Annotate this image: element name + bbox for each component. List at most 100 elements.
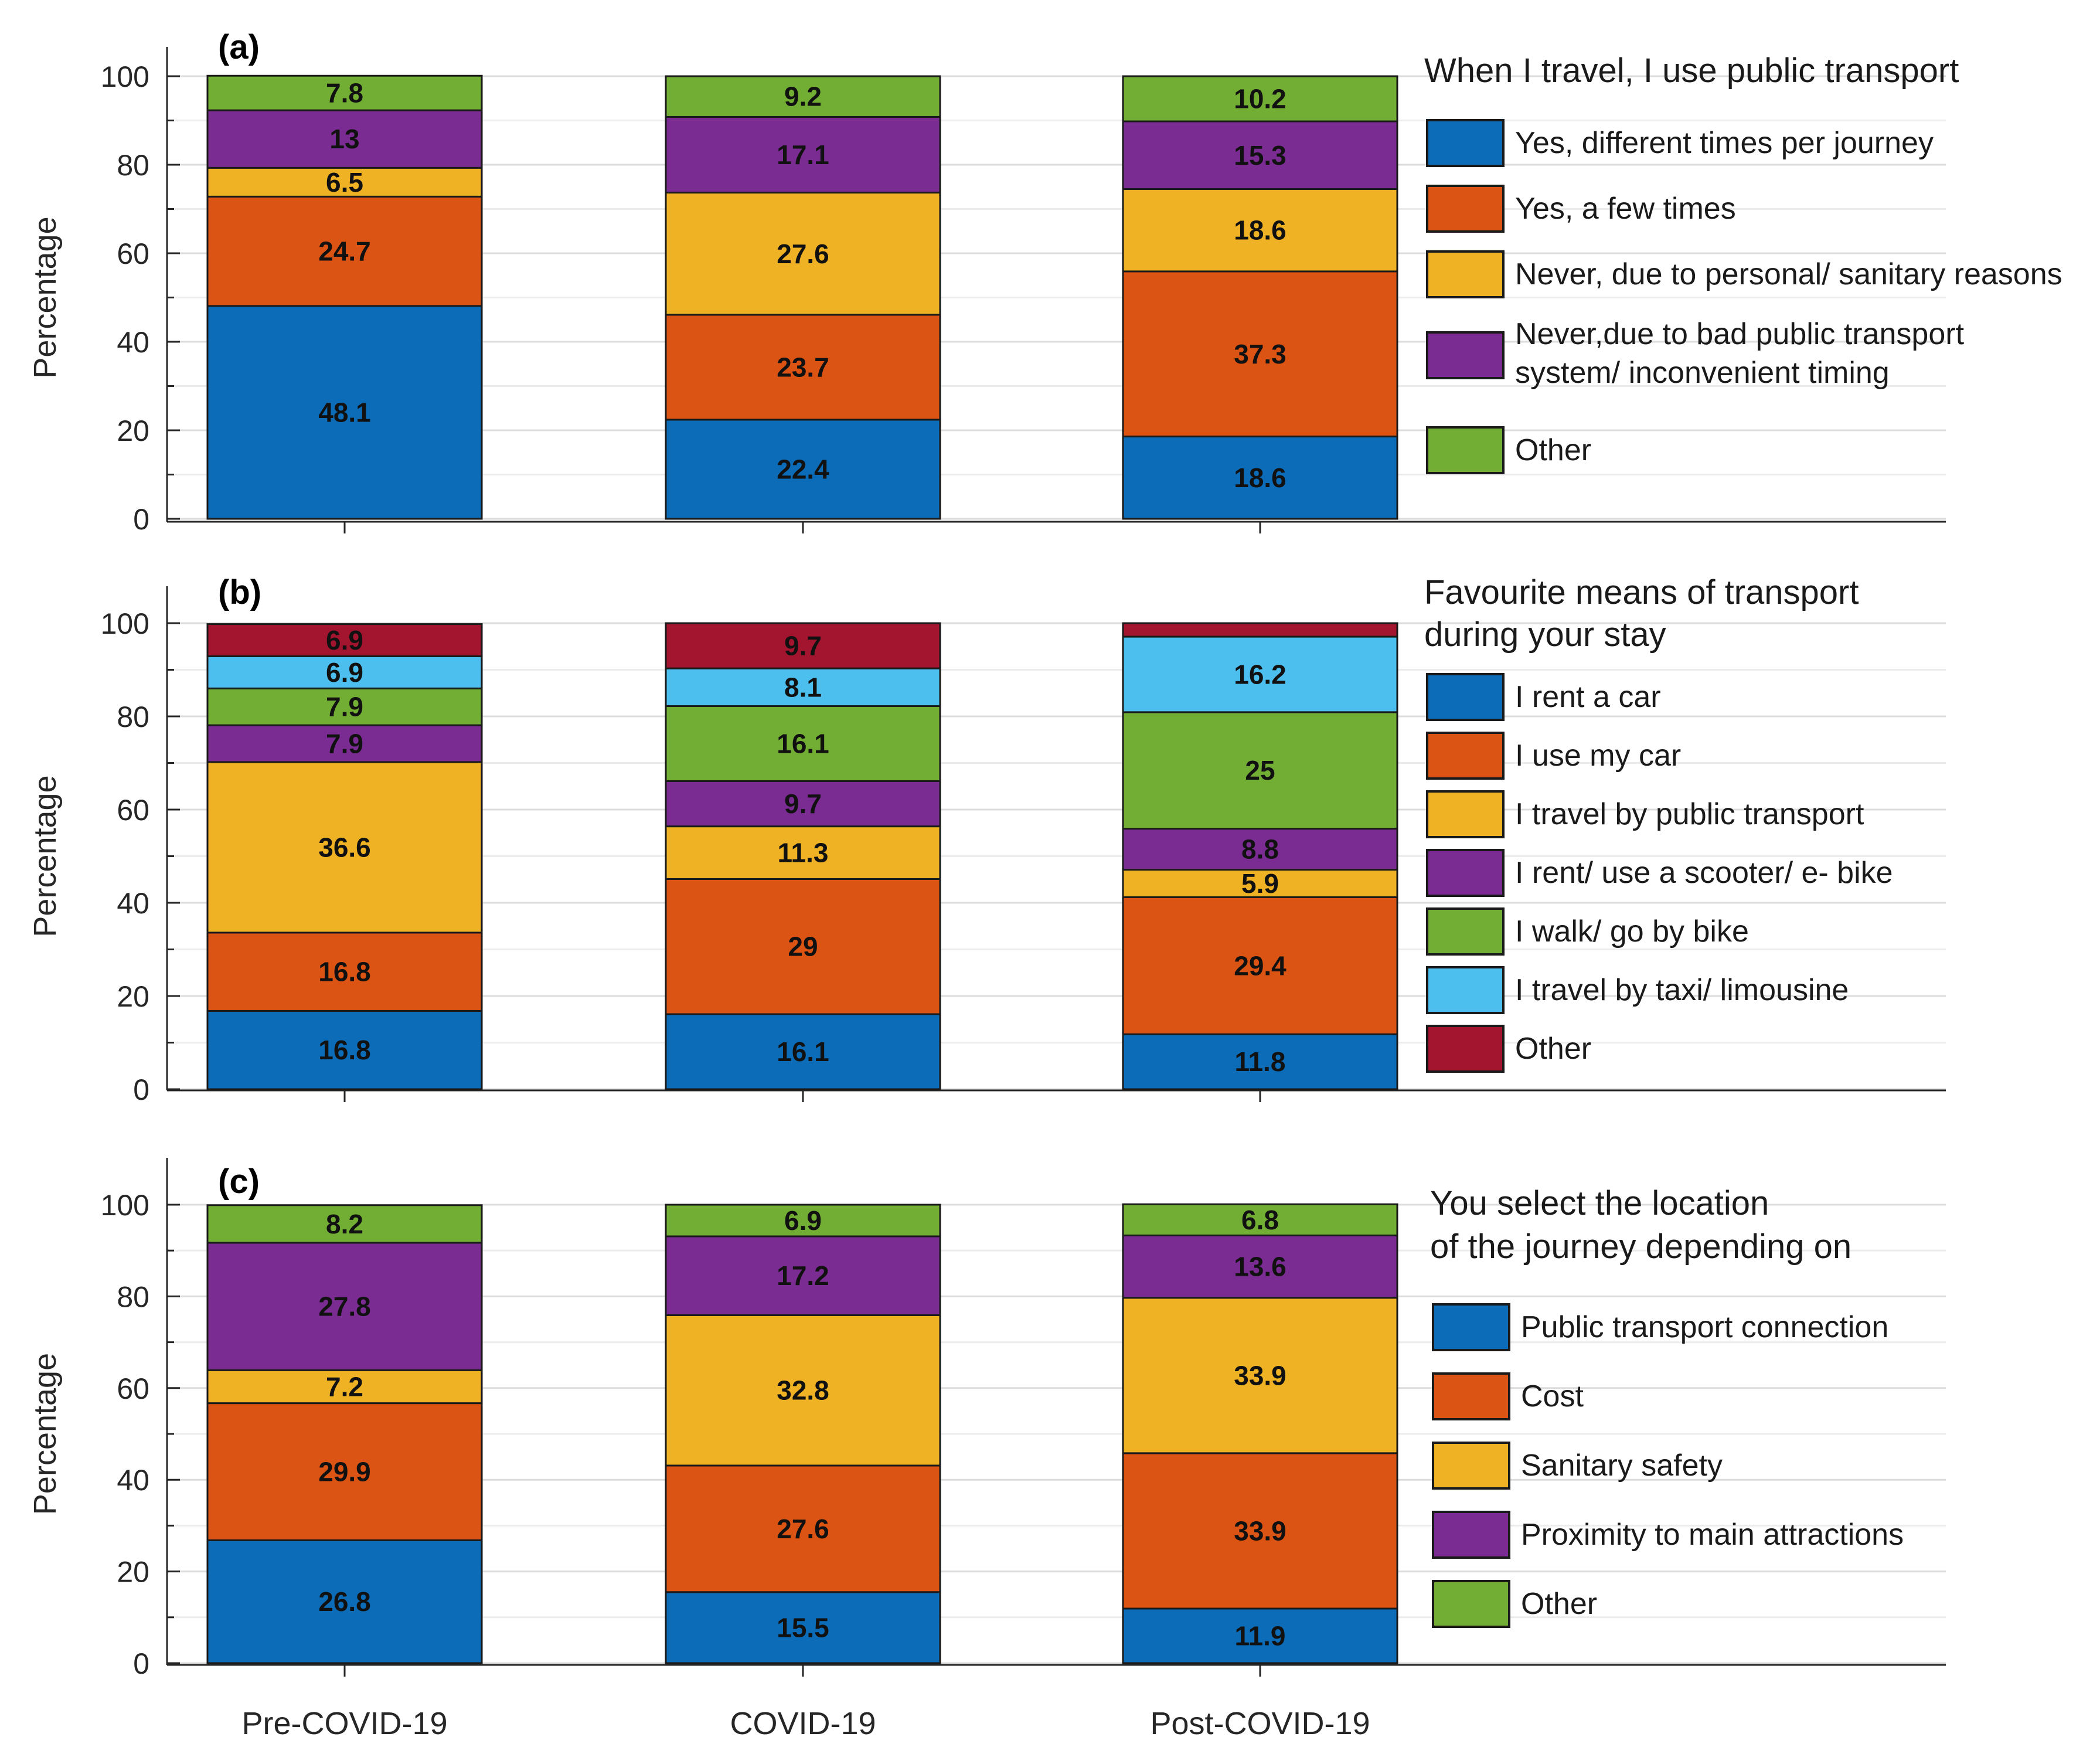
x-category-label: Post-COVID-19 — [1150, 1706, 1370, 1741]
legend-swatch — [1427, 850, 1503, 896]
bar-value-label: 18.6 — [1234, 463, 1286, 493]
legend-item: Never, due to personal/ sanitary reasons — [1427, 251, 2062, 297]
legend-label: I walk/ go by bike — [1515, 915, 1749, 949]
bar-value-label: 16.1 — [777, 729, 829, 759]
bar-value-label: 7.2 — [326, 1371, 363, 1402]
panel-label: (c) — [218, 1162, 260, 1201]
legend-label: I use my car — [1515, 739, 1681, 773]
legend-swatch — [1427, 674, 1503, 720]
bar-segment — [1123, 623, 1397, 637]
panel-label: (a) — [218, 28, 260, 66]
bar-value-label: 6.9 — [784, 1205, 822, 1236]
y-tick-label: 0 — [133, 1647, 149, 1680]
bar-value-label: 27.8 — [318, 1291, 371, 1322]
bar-value-label: 26.8 — [318, 1586, 371, 1617]
legend-title: Favourite means of transport — [1424, 573, 1859, 611]
bar-value-label: 15.3 — [1234, 140, 1286, 171]
x-category-label: COVID-19 — [730, 1706, 876, 1741]
bar-value-label: 17.2 — [777, 1260, 829, 1291]
legend-label: Other — [1521, 1587, 1597, 1621]
bar-value-label: 23.7 — [777, 352, 829, 382]
bar-value-label: 8.2 — [326, 1209, 363, 1239]
legend-swatch — [1427, 332, 1503, 378]
legend-title: When I travel, I use public transport — [1424, 52, 1959, 90]
legend-label: Proximity to main attractions — [1521, 1518, 1904, 1552]
y-tick-label: 80 — [117, 149, 149, 182]
bar-value-label: 9.7 — [784, 788, 822, 819]
bar-value-label: 25 — [1245, 755, 1275, 786]
bar-value-label: 11.9 — [1235, 1620, 1286, 1651]
bar-value-label: 16.1 — [777, 1036, 829, 1067]
y-tick-label: 0 — [133, 503, 149, 536]
bar-value-label: 16.2 — [1234, 659, 1286, 689]
bar-value-label: 7.9 — [326, 729, 363, 759]
bar-value-label: 37.3 — [1234, 339, 1286, 369]
bar-value-label: 32.8 — [777, 1375, 829, 1406]
bar-value-label: 29.4 — [1234, 950, 1286, 981]
legend-label: I travel by taxi/ limousine — [1515, 973, 1849, 1007]
bar-value-label: 13 — [329, 124, 359, 154]
y-tick-label: 20 — [117, 980, 149, 1013]
legend-label: system/ inconvenient timing — [1515, 356, 1890, 390]
legend-swatch — [1427, 120, 1503, 166]
x-category-label: Pre-COVID-19 — [241, 1706, 447, 1741]
legend-item: I travel by public transport — [1427, 791, 1864, 837]
legend-swatch — [1433, 1374, 1509, 1419]
y-tick-label: 60 — [117, 237, 149, 270]
legend-label: Yes, a few times — [1515, 192, 1736, 226]
bar-value-label: 27.6 — [777, 1514, 829, 1544]
legend-label: Never,due to bad public transport — [1515, 317, 1965, 351]
bar-value-label: 5.9 — [1241, 868, 1279, 899]
bar-value-label: 6.9 — [326, 657, 363, 688]
bar-value-label: 27.6 — [777, 239, 829, 269]
y-tick-label: 40 — [117, 326, 149, 359]
bar-value-label: 16.8 — [318, 957, 371, 987]
bar-value-label: 17.1 — [777, 140, 829, 170]
y-tick-label: 60 — [117, 1372, 149, 1405]
bar-value-label: 33.9 — [1234, 1515, 1286, 1546]
legend-item: Other — [1433, 1581, 1597, 1627]
y-tick-label: 80 — [117, 1280, 149, 1313]
bar-value-label: 22.4 — [777, 454, 829, 484]
legend-item: Proximity to main attractions — [1433, 1512, 1904, 1558]
bar-value-label: 8.1 — [784, 672, 822, 702]
legend-label: I rent/ use a scooter/ e- bike — [1515, 856, 1893, 890]
legend-item: Yes, different times per journey — [1427, 120, 1934, 166]
bar-value-label: 11.3 — [778, 838, 829, 868]
legend-title: of the journey depending on — [1430, 1228, 1851, 1266]
legend-label: Sanitary safety — [1521, 1449, 1723, 1483]
legend-label: Other — [1515, 433, 1591, 467]
legend-item: I walk/ go by bike — [1427, 909, 1749, 954]
legend-label: I travel by public transport — [1515, 797, 1864, 831]
bar-value-label: 13.6 — [1234, 1252, 1286, 1282]
y-tick-label: 20 — [117, 1556, 149, 1589]
panel-a: 020406080100Percentage(a)48.124.76.5137.… — [28, 28, 2062, 536]
y-tick-label: 80 — [117, 701, 149, 733]
bar-value-label: 10.2 — [1234, 84, 1286, 114]
y-tick-label: 40 — [117, 1464, 149, 1497]
legend-swatch — [1433, 1304, 1509, 1350]
legend-swatch — [1427, 909, 1503, 954]
bar-value-label: 36.6 — [318, 832, 371, 862]
legend-swatch — [1427, 967, 1503, 1013]
panel-c: 020406080100Percentage(c)26.829.97.227.8… — [28, 1158, 1946, 1741]
y-tick-label: 40 — [117, 887, 149, 920]
legend-label: Public transport connection — [1521, 1310, 1888, 1344]
legend-item: I rent a car — [1427, 674, 1661, 720]
y-tick-label: 60 — [117, 794, 149, 827]
y-axis-title: Percentage — [28, 775, 63, 937]
legend-item: Other — [1427, 427, 1591, 473]
bar-value-label: 9.2 — [784, 81, 822, 112]
y-tick-label: 100 — [101, 60, 149, 93]
legend-item: I rent/ use a scooter/ e- bike — [1427, 850, 1893, 896]
panel-b: 0 20 40 60 80 100 Percentage (b) 16.8 16.8 36.6 7.9… — [28, 573, 1946, 1106]
bar-value-label: 29 — [788, 932, 818, 962]
legend-swatch — [1427, 427, 1503, 473]
legend-item: Public transport connection — [1433, 1304, 1888, 1350]
bar-value-label: 6.5 — [326, 167, 363, 198]
y-tick-label: 100 — [101, 1189, 149, 1222]
bar-value-label: 15.5 — [777, 1612, 829, 1643]
legend-swatch — [1427, 733, 1503, 779]
bar-value-label: 16.8 — [318, 1035, 371, 1065]
legend-title: during your stay — [1424, 616, 1666, 654]
